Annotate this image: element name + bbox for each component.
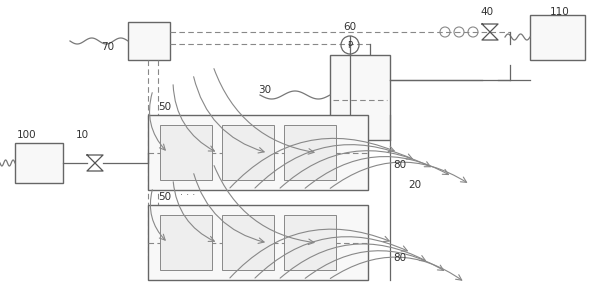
Bar <box>148 205 368 280</box>
Bar <box>222 215 274 270</box>
Bar <box>530 15 585 60</box>
Text: 30: 30 <box>259 85 271 95</box>
Text: 50: 50 <box>159 192 172 202</box>
Text: 10: 10 <box>75 130 89 140</box>
Bar <box>15 143 63 183</box>
Bar <box>148 115 368 190</box>
Bar <box>222 125 274 180</box>
Text: 110: 110 <box>550 7 570 17</box>
Text: 80: 80 <box>393 160 406 170</box>
Bar <box>284 125 336 180</box>
Text: 80: 80 <box>393 253 406 263</box>
Text: 50: 50 <box>159 102 172 112</box>
Text: · · ·: · · · <box>180 190 195 200</box>
Text: 70: 70 <box>101 42 115 52</box>
Text: 20: 20 <box>408 180 421 190</box>
Bar <box>330 55 390 140</box>
Bar <box>128 22 170 60</box>
Text: 100: 100 <box>17 130 37 140</box>
Bar <box>160 125 212 180</box>
Text: P: P <box>347 41 353 50</box>
Bar <box>160 215 212 270</box>
Bar <box>284 215 336 270</box>
Text: 60: 60 <box>344 22 356 32</box>
Text: 40: 40 <box>481 7 494 17</box>
